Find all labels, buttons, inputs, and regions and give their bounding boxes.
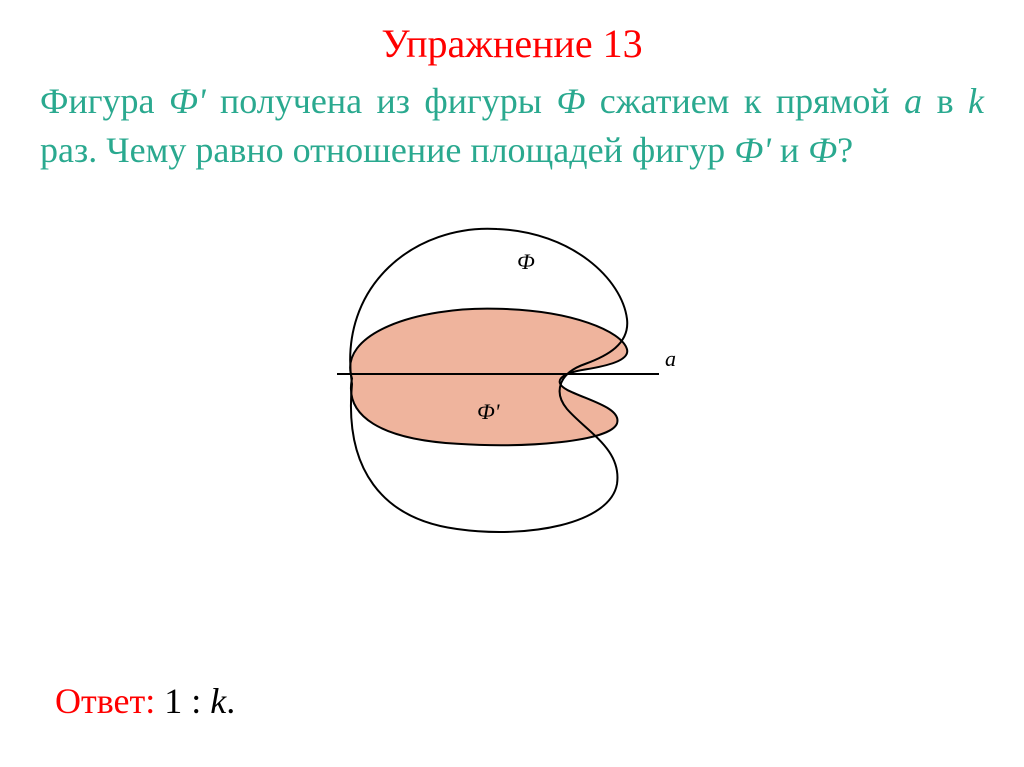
answer-value-post: .: [226, 681, 235, 721]
text-seg: и: [771, 130, 808, 170]
text-seg: ?: [837, 130, 853, 170]
text-seg: раз. Чему равно отношение площадей фигур: [40, 130, 734, 170]
symbol-phi-prime: Ф': [734, 130, 771, 170]
symbol-k: k: [968, 81, 984, 121]
slide-page: Упражнение 13 Фигура Ф' получена из фигу…: [0, 0, 1024, 767]
text-seg: сжатием к прямой: [585, 81, 904, 121]
problem-statement: Фигура Ф' получена из фигуры Ф сжатием к…: [40, 77, 984, 174]
label-a: a: [665, 346, 676, 371]
text-seg: в: [922, 81, 968, 121]
symbol-phi: Ф: [808, 130, 837, 170]
answer-value-pre: 1 :: [155, 681, 210, 721]
answer-value-k: k: [210, 681, 226, 721]
answer-line: Ответ: 1 : k.: [55, 680, 235, 722]
exercise-title: Упражнение 13: [40, 20, 984, 67]
label-phi: Ф: [517, 249, 535, 274]
symbol-phi: Ф: [556, 81, 585, 121]
figure-container: Ф Ф' a: [40, 199, 984, 539]
shape-phi-prime: [350, 309, 627, 445]
text-seg: получена из фигуры: [206, 81, 557, 121]
symbol-phi-prime: Ф': [169, 81, 206, 121]
compression-diagram: Ф Ф' a: [327, 199, 697, 539]
label-phi-prime: Ф': [477, 399, 500, 424]
answer-label: Ответ:: [55, 681, 155, 721]
text-seg: Фигура: [40, 81, 169, 121]
symbol-a: a: [904, 81, 922, 121]
